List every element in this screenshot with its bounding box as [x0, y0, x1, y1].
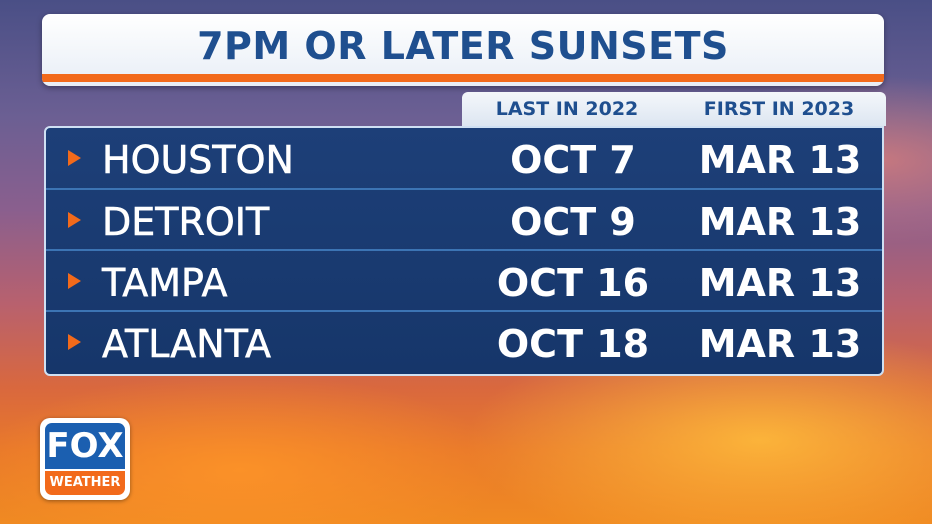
city-name: HOUSTON — [102, 138, 295, 183]
last-sunset-date: OCT 18 — [496, 322, 650, 366]
logo-brand: FOX — [45, 423, 125, 469]
first-sunset-date: MAR 13 — [698, 138, 862, 182]
last-sunset-date: OCT 16 — [496, 261, 650, 305]
title-accent — [42, 74, 884, 82]
first-sunset-date: MAR 13 — [698, 261, 862, 305]
city-name: DETROIT — [102, 200, 270, 245]
title: 7PM OR LATER SUNSETS — [197, 24, 729, 68]
column-headers: LAST IN 2022 FIRST IN 2023 — [462, 92, 886, 126]
sunset-table: HOUSTON OCT 7 MAR 13 DETROIT OCT 9 MAR 13 TAMP… — [44, 126, 884, 376]
title-box: 7PM OR LATER SUNSETS — [42, 14, 884, 86]
column-header: FIRST IN 2023 — [703, 98, 855, 120]
city-name: ATLANTA — [102, 322, 272, 367]
table-row: DETROIT OCT 9 MAR 13 — [46, 188, 882, 251]
column-header: LAST IN 2022 — [495, 98, 639, 120]
row-marker — [68, 150, 81, 166]
row-marker — [68, 273, 81, 289]
table-row: HOUSTON OCT 7 MAR 13 — [46, 128, 882, 189]
first-sunset-date: MAR 13 — [698, 200, 862, 244]
logo-subtitle: WEATHER — [45, 471, 125, 495]
table-row: ATLANTA OCT 18 MAR 13 — [46, 310, 882, 373]
first-sunset-date: MAR 13 — [698, 322, 862, 366]
row-marker — [68, 212, 81, 228]
city-name: TAMPA — [102, 261, 228, 306]
logo: FOX WEATHER — [40, 418, 130, 500]
last-sunset-date: OCT 7 — [510, 138, 636, 182]
last-sunset-date: OCT 9 — [510, 200, 636, 244]
row-marker — [68, 334, 81, 350]
table-row: TAMPA OCT 16 MAR 13 — [46, 249, 882, 312]
